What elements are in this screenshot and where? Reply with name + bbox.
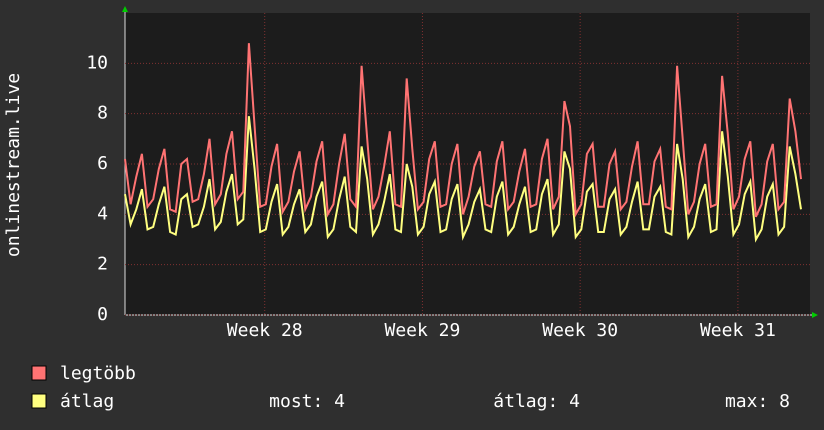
series-line — [124, 116, 802, 243]
legend-label: átlag — [60, 391, 114, 412]
axis-arrow — [122, 6, 128, 12]
y-tick-label: 10 — [86, 52, 108, 73]
series-line — [124, 43, 802, 218]
y-tick-label: 4 — [97, 203, 108, 224]
legend-stat: átlag: 4 — [493, 391, 580, 412]
x-tick-label: Week 29 — [385, 320, 461, 341]
axis-arrow — [812, 312, 818, 318]
y-tick-label: 6 — [97, 153, 108, 174]
y-tick-label: 0 — [97, 304, 108, 325]
legend-swatch — [31, 393, 47, 409]
x-tick-label: Week 30 — [542, 320, 618, 341]
legend-stat: most: 4 — [269, 391, 345, 412]
y-axis-label: onlinestream.live — [3, 73, 24, 257]
legend-stat: max: 8 — [725, 391, 790, 412]
y-tick-label: 8 — [97, 103, 108, 124]
legend-swatch — [31, 365, 47, 381]
y-tick-label: 2 — [97, 254, 108, 275]
x-tick-label: Week 31 — [700, 320, 776, 341]
legend-label: legtöbb — [60, 363, 136, 384]
x-tick-label: Week 28 — [227, 320, 303, 341]
